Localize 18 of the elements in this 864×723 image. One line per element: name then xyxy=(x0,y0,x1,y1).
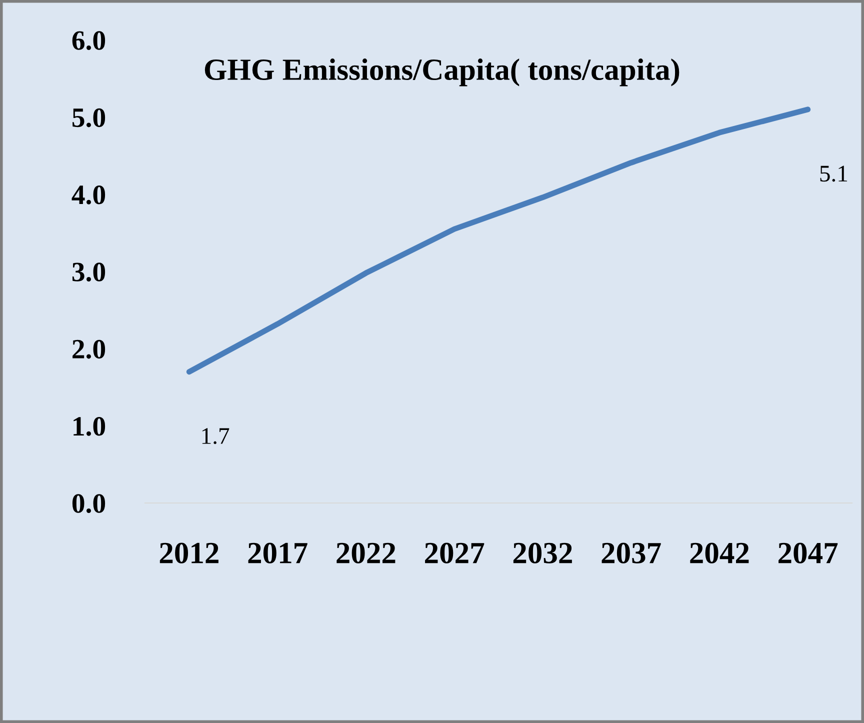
text: GHG Emissions/Capita( tons/capita) xyxy=(204,58,680,86)
data-label: 5.1 xyxy=(820,166,848,182)
data-label: 1.7 xyxy=(202,428,230,444)
y-tick-label: 6.0 xyxy=(72,31,106,50)
y-tick-label: 4.0 xyxy=(72,186,106,204)
y-tick-label: 2.0 xyxy=(72,340,106,359)
x-tick-label: 2012 xyxy=(160,542,218,564)
x-tick-label: 2022 xyxy=(336,542,396,564)
y-tick-label: 3.0 xyxy=(72,262,106,282)
y-tick-label: 1.0 xyxy=(74,417,106,436)
x-tick-label: 2042 xyxy=(690,542,749,564)
x-tick-label: 2027 xyxy=(425,542,484,564)
x-tick-label: 2037 xyxy=(602,542,661,564)
y-tick-label: 0.0 xyxy=(72,494,106,514)
x-tick-label: 2032 xyxy=(513,542,572,564)
x-tick-label: 2017 xyxy=(248,542,308,564)
y-tick-label: 5.0 xyxy=(72,108,106,128)
x-tick-label: 2047 xyxy=(778,542,838,564)
